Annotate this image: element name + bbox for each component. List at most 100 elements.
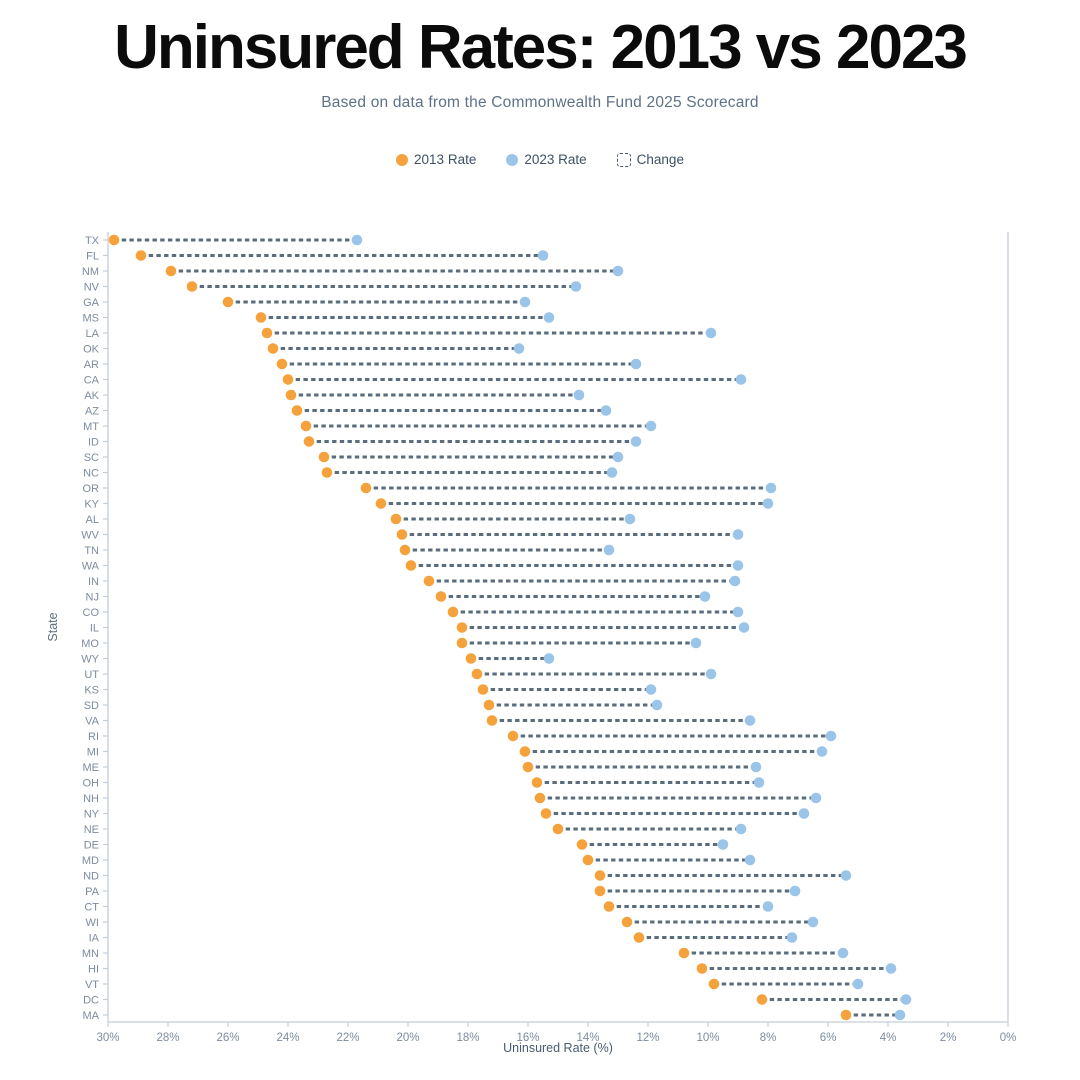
dot-2013-OK (267, 343, 279, 354)
dot-2023-MO (690, 637, 702, 649)
x-tick-label: 0% (1000, 1032, 1017, 1044)
dot-2023-SC (612, 451, 624, 463)
page-subtitle: Based on data from the Commonwealth Fund… (321, 94, 759, 111)
page-title: Uninsured Rates: 2013 vs 2023 (114, 13, 968, 82)
state-label-MO: MO (81, 638, 99, 650)
dot-2023-IA (786, 932, 798, 943)
dot-2013-WY (465, 653, 477, 664)
dot-2013-DE (576, 839, 588, 850)
x-tick-label: 22% (336, 1032, 359, 1044)
state-label-OR: OR (83, 483, 100, 495)
dot-2013-LA (261, 327, 273, 339)
state-label-WY: WY (81, 654, 99, 666)
state-label-MI: MI (87, 747, 99, 759)
dot-2023-AK (573, 389, 585, 401)
state-label-KS: KS (84, 685, 99, 697)
state-label-IN: IN (88, 576, 99, 588)
dot-2023-WI (807, 916, 819, 928)
dot-2013-WI (621, 916, 633, 928)
state-label-DE: DE (84, 840, 99, 852)
dot-2013-TN (399, 544, 411, 556)
state-label-NM: NM (82, 266, 99, 278)
dot-2013-MT (300, 420, 312, 432)
state-label-WV: WV (81, 530, 99, 542)
dot-2013-RI (507, 730, 519, 742)
state-label-GA: GA (83, 297, 100, 309)
dot-2013-NH (534, 792, 546, 804)
dot-2013-AZ (291, 405, 303, 416)
state-label-SD: SD (84, 700, 99, 712)
dot-2023-NY (798, 808, 810, 819)
state-label-NH: NH (83, 793, 99, 805)
legend-dot-2023-icon (506, 153, 519, 166)
dot-2013-NJ (435, 591, 447, 602)
legend-label-2023: 2023 Rate (524, 152, 587, 167)
state-label-WI: WI (86, 917, 99, 929)
dot-2023-KY (762, 498, 774, 509)
state-label-PA: PA (85, 886, 100, 898)
dot-2013-GA (222, 296, 234, 308)
dot-2023-TN (603, 544, 615, 556)
legend-label-2013: 2013 Rate (414, 152, 477, 167)
state-label-UT: UT (84, 669, 99, 681)
dot-2013-KY (375, 498, 387, 509)
state-label-CT: CT (84, 902, 99, 914)
x-tick-label: 12% (636, 1032, 659, 1044)
x-tick-label: 26% (216, 1032, 239, 1044)
dot-2013-SD (483, 699, 495, 711)
x-tick-label: 2% (940, 1032, 957, 1044)
state-label-NY: NY (84, 809, 100, 821)
dot-2013-NM (165, 265, 177, 277)
state-label-CA: CA (84, 375, 100, 387)
dot-2013-NV (186, 281, 198, 292)
dot-2023-NJ (699, 591, 711, 602)
dot-2023-PA (789, 885, 801, 897)
dot-2023-OK (513, 343, 525, 354)
dot-2013-MA (840, 1009, 852, 1021)
x-tick-label: 20% (396, 1032, 419, 1044)
state-label-NV: NV (84, 282, 100, 294)
legend-item-2023: 2023 Rate (506, 152, 587, 167)
state-label-MS: MS (83, 313, 100, 325)
dot-2023-NM (612, 265, 624, 277)
x-tick-label: 4% (880, 1032, 897, 1044)
state-label-TX: TX (85, 235, 100, 247)
dot-2013-TX (108, 234, 120, 246)
dot-2023-TX (351, 234, 363, 246)
state-label-OK: OK (83, 344, 100, 356)
state-label-ND: ND (83, 871, 99, 883)
dot-2023-LA (705, 327, 717, 339)
state-label-ID: ID (88, 437, 99, 449)
state-label-DC: DC (83, 995, 99, 1007)
dot-2013-ND (594, 870, 606, 881)
state-label-VA: VA (85, 716, 100, 728)
dot-2023-GA (519, 296, 531, 308)
state-label-AL: AL (86, 514, 99, 526)
legend-dashed-box-icon (616, 152, 631, 167)
dot-2023-HI (885, 963, 897, 974)
state-label-MA: MA (83, 1010, 100, 1022)
dot-2023-MD (744, 854, 756, 866)
dot-2013-CO (447, 606, 459, 618)
dot-2013-VT (708, 978, 720, 990)
dot-2023-ME (750, 761, 762, 773)
legend-dot-2013-icon (396, 153, 409, 166)
state-label-MD: MD (82, 855, 99, 867)
dot-2023-NE (735, 823, 747, 835)
x-tick-label: 10% (696, 1032, 719, 1044)
dot-2013-KS (477, 684, 489, 695)
state-label-VT: VT (85, 979, 99, 991)
dot-2013-OH (531, 777, 543, 788)
state-label-WA: WA (82, 561, 100, 573)
dot-2013-WA (405, 560, 417, 571)
dot-2023-AR (630, 358, 642, 370)
legend: 2013 Rate 2023 Rate Change (0, 152, 1080, 167)
dot-2023-ID (630, 436, 642, 447)
chart-header: Uninsured Rates: 2013 vs 2023 Based on d… (0, 0, 1080, 112)
state-label-NC: NC (83, 468, 99, 480)
dot-2013-AR (276, 358, 288, 370)
dot-2023-MA (894, 1009, 906, 1021)
state-label-RI: RI (88, 731, 99, 743)
dot-2023-MT (645, 420, 657, 432)
state-label-SC: SC (84, 452, 99, 464)
